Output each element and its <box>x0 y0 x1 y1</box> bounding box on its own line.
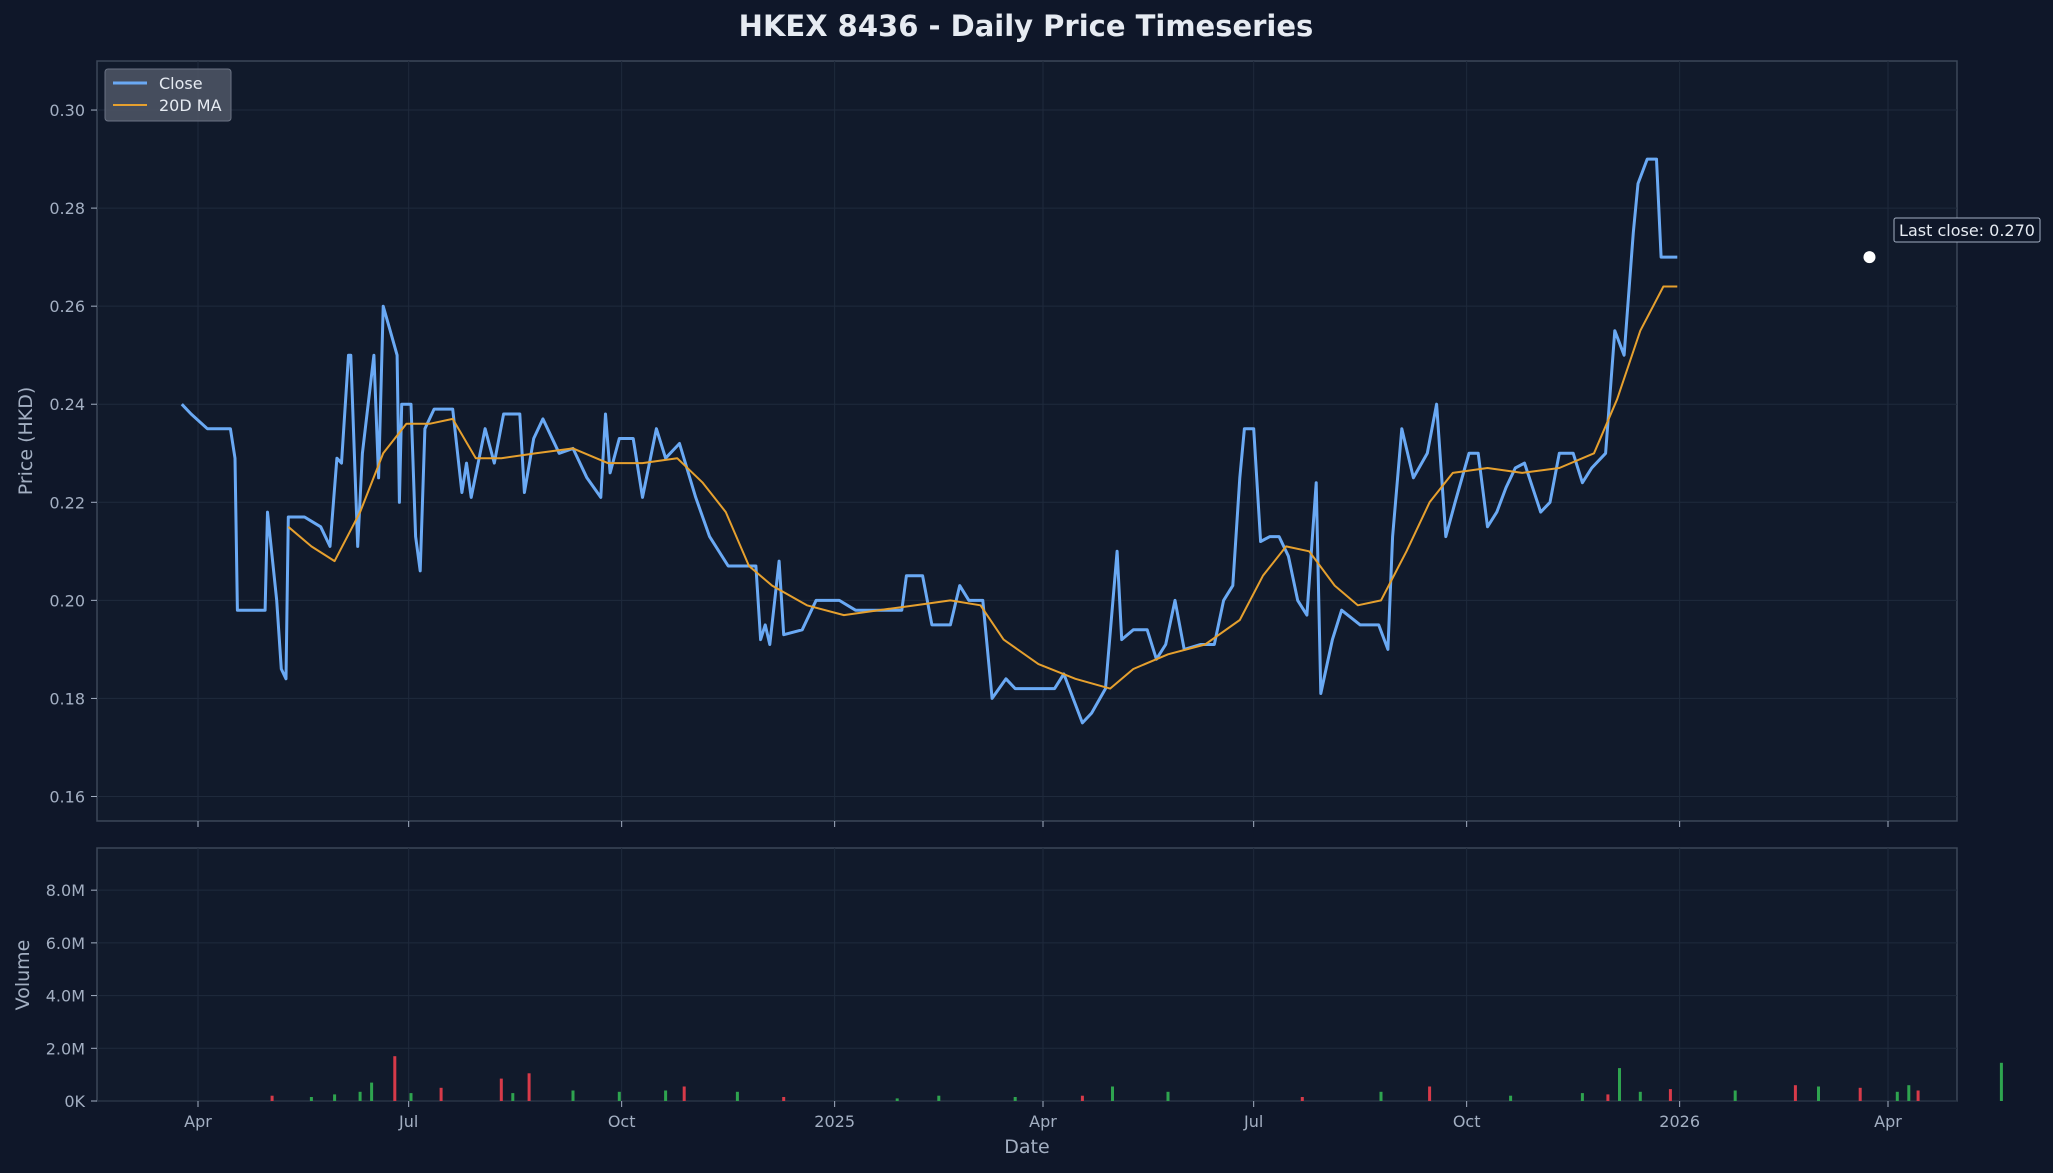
volume-grid <box>97 848 1957 1102</box>
price-y-axis: 0.16 0.18 0.20 0.22 0.24 0.26 0.28 0.30 <box>49 101 97 806</box>
volume-y-axis: 0K 2.0M 4.0M 6.0M 8.0M <box>46 881 97 1111</box>
volume-panel-background <box>96 847 1958 1102</box>
volume-bar <box>735 1091 739 1101</box>
price-y-tick-label: 0.28 <box>49 199 85 218</box>
volume-bar <box>527 1073 531 1101</box>
price-y-tick-label: 0.22 <box>49 493 85 512</box>
volume-bar <box>571 1090 575 1101</box>
volume-bar <box>1300 1097 1304 1101</box>
last-close-annotation: Last close: 0.270 <box>1863 217 2041 264</box>
legend: Close 20D MA <box>104 68 232 122</box>
volume-bar <box>393 1056 397 1101</box>
volume-bar <box>1606 1094 1610 1101</box>
volume-y-tick-label: 6.0M <box>46 934 85 953</box>
volume-bar <box>1428 1086 1432 1101</box>
volume-bar <box>409 1093 413 1101</box>
price-y-tick-label: 0.30 <box>49 101 85 120</box>
close-line <box>180 157 1678 725</box>
volume-bar <box>358 1091 362 1101</box>
price-y-tick-label: 0.18 <box>49 689 85 708</box>
volume-bar <box>1817 1086 1820 1101</box>
x-axis-label: Date <box>1004 1136 1049 1158</box>
x-tick-label: Apr <box>1029 1112 1057 1131</box>
ma-line <box>287 285 1678 690</box>
volume-bar <box>1618 1068 1621 1101</box>
volume-bar <box>1638 1091 1642 1101</box>
volume-bar <box>1080 1095 1084 1101</box>
volume-bar <box>370 1082 374 1101</box>
volume-y-tick-label: 8.0M <box>46 881 85 900</box>
price-y-tick-label: 0.26 <box>49 297 85 316</box>
volume-bar <box>1895 1091 1899 1101</box>
price-y-tick-label: 0.24 <box>49 395 85 414</box>
volume-bar <box>617 1091 621 1101</box>
volume-bar <box>1858 1087 1862 1101</box>
x-tick-label: Jul <box>1243 1112 1263 1131</box>
volume-y-axis-label: Volume <box>12 940 34 1011</box>
x-tick-label: Apr <box>184 1112 212 1131</box>
volume-bar <box>1013 1097 1017 1101</box>
volume-y-tick-label: 2.0M <box>46 1039 85 1058</box>
volume-bar <box>1793 1085 1797 1101</box>
volume-y-tick-label: 0K <box>64 1092 85 1111</box>
legend-label-close: Close <box>159 74 203 93</box>
volume-bar <box>1916 1090 1920 1101</box>
volume-bar <box>499 1078 503 1101</box>
volume-bar <box>1733 1090 1737 1101</box>
volume-bar <box>439 1087 443 1101</box>
volume-bar <box>937 1095 941 1101</box>
x-tick-label: Oct <box>608 1112 636 1131</box>
price-panel-background <box>96 60 1958 822</box>
x-tick-label: Jul <box>398 1112 418 1131</box>
last-close-marker <box>1863 251 1876 264</box>
volume-bar <box>1111 1086 1114 1101</box>
price-y-axis-label: Price (HKD) <box>15 387 37 496</box>
volume-bar <box>782 1097 786 1101</box>
x-tick-label: Oct <box>1453 1112 1481 1131</box>
last-close-label-box <box>1893 217 2041 243</box>
legend-label-ma: 20D MA <box>159 96 222 115</box>
price-y-tick-label: 0.20 <box>49 591 85 610</box>
volume-bar <box>1166 1091 1170 1101</box>
volume-bar <box>895 1098 899 1101</box>
price-series <box>180 157 1678 725</box>
volume-y-tick-label: 4.0M <box>46 987 85 1006</box>
volume-bar <box>682 1086 686 1101</box>
chart-title: HKEX 8436 - Daily Price Timeseries <box>739 9 1314 43</box>
volume-bar <box>333 1094 337 1101</box>
volume-bar <box>270 1095 274 1101</box>
x-tick-label: 2025 <box>814 1112 855 1131</box>
x-tick-label: 2026 <box>1659 1112 1700 1131</box>
x-axis: Apr Jul Oct 2025 Apr Jul Oct 2026 Apr <box>184 821 1902 1131</box>
volume-bar <box>309 1097 313 1101</box>
volume-bar <box>1668 1089 1672 1101</box>
x-tick-label: Apr <box>1874 1112 1902 1131</box>
last-close-label: Last close: 0.270 <box>1899 221 2035 240</box>
price-grid <box>97 61 1957 821</box>
volume-bar <box>1999 1062 2003 1101</box>
volume-bar <box>1379 1091 1383 1101</box>
volume-bar <box>664 1090 668 1101</box>
volume-bar <box>1907 1085 1911 1101</box>
price-y-tick-label: 0.16 <box>49 787 85 806</box>
volume-bar <box>511 1093 515 1101</box>
volume-bars <box>270 1056 2003 1101</box>
volume-bar <box>1509 1095 1513 1101</box>
volume-bar <box>1580 1093 1584 1101</box>
